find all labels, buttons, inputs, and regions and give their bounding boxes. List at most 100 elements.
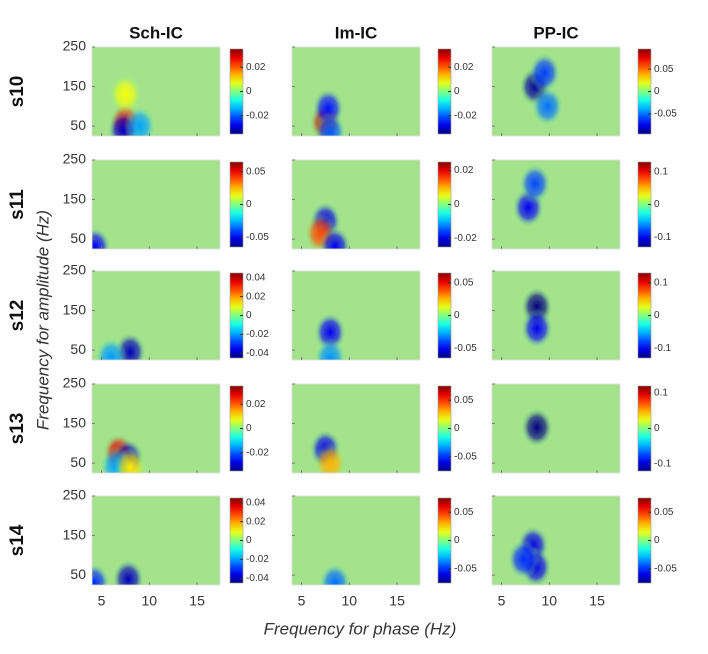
colorbar-tick-label: -0.05 (454, 563, 477, 574)
colorbar-tick-label: 0 (654, 535, 660, 546)
heatmap (520, 286, 553, 349)
x-tick-label: 10 (542, 593, 558, 609)
heatmap-blob (507, 539, 540, 580)
heatmap-blob (518, 163, 551, 204)
y-tick-label: 50 (70, 454, 86, 470)
colorbar-tick-label: 0.02 (454, 165, 474, 176)
heatmap-blob (531, 86, 564, 127)
x-tick-label: 5 (298, 593, 306, 609)
colorbar-tick-label: -0.1 (654, 343, 672, 354)
colorbar-tick-label: 0.02 (246, 399, 266, 410)
colorbar-tick-label: 0 (654, 423, 660, 434)
x-tick-label: 5 (498, 593, 506, 609)
colorbar-tick-label: 0.02 (246, 291, 266, 302)
row-label: s13 (7, 413, 28, 445)
colorbar-tick-label: 0.05 (246, 166, 266, 177)
colorbar-tick-label: 0 (454, 423, 460, 434)
plot-frame (491, 270, 621, 361)
heatmap (92, 559, 145, 585)
heatmap-blob (92, 227, 111, 249)
y-tick-label: 50 (70, 230, 86, 246)
heatmap-blob (528, 52, 561, 93)
plot-frame (291, 46, 421, 137)
colorbar-tick-label: 0.05 (454, 395, 474, 406)
colorbar-tick-label: -0.05 (654, 109, 677, 120)
heatmap-background (492, 160, 620, 249)
colorbar-tick-label: -0.05 (246, 232, 269, 243)
heatmap (99, 433, 147, 473)
plot-frame (91, 383, 221, 474)
colorbar-tick-label: -0.05 (654, 563, 677, 574)
x-tick-label: 15 (589, 593, 605, 609)
colorbar-tick-label: 0 (654, 310, 660, 321)
colorbar-tick-label: 0.1 (654, 166, 668, 177)
colorbar-tick-label: 0 (654, 199, 660, 210)
heatmap-background (292, 271, 420, 360)
heatmap (304, 201, 351, 249)
y-tick-label: 150 (63, 526, 87, 542)
colorbar-tick-label: -0.05 (454, 451, 477, 462)
y-tick-label: 50 (70, 341, 86, 357)
plot-frame (291, 270, 421, 361)
colorbar-tick-label: 0.1 (654, 277, 668, 288)
heatmap-blob (318, 226, 351, 249)
colorbar-tick-label: -0.02 (246, 554, 269, 565)
heatmap-blob (92, 563, 110, 585)
heatmap-background (492, 271, 620, 360)
colorbar-tick-label: 0.05 (654, 64, 674, 75)
x-tick-label: 10 (142, 593, 158, 609)
colorbar-tick-label: 0.05 (454, 507, 474, 518)
y-tick-label: 150 (63, 301, 87, 317)
colorbar-tick-label: 0 (246, 199, 252, 210)
colorbar-tick-label: -0.1 (654, 459, 672, 470)
plot-frame (91, 46, 221, 137)
y-tick-label: 250 (63, 38, 87, 54)
plot-frame (91, 270, 221, 361)
row-label: s11 (7, 189, 28, 220)
colorbar-tick-label: -0.02 (246, 110, 269, 121)
colorbar-tick-label: 0 (246, 310, 252, 321)
y-tick-label: 250 (63, 375, 87, 391)
colorbar-tick-label: 0.02 (454, 62, 474, 73)
y-tick-label: 250 (63, 487, 87, 503)
colorbar-tick-label: 0 (246, 423, 252, 434)
heatmap-blob (314, 112, 347, 136)
heatmap (520, 407, 553, 448)
plot-frame (291, 495, 421, 586)
plot-frame (291, 159, 421, 250)
colorbar-tick-label: 0 (246, 86, 252, 97)
colorbar-tick-label: -0.02 (246, 329, 269, 340)
heatmap (92, 227, 111, 249)
plot-frame (491, 159, 621, 250)
heatmap-background (492, 384, 620, 473)
heatmap-background (292, 384, 420, 473)
colorbar-tick-label: 0 (454, 310, 460, 321)
heatmap-blob (95, 337, 128, 360)
colorbar-tick-label: 0.04 (246, 272, 266, 283)
heatmap (518, 52, 564, 127)
heatmap (318, 563, 351, 585)
y-tick-label: 250 (63, 262, 87, 278)
y-tick-label: 150 (63, 414, 87, 430)
plot-frame (91, 159, 221, 250)
heatmap-background (292, 496, 420, 585)
colorbar-tick-label: 0.02 (246, 62, 266, 73)
heatmap-blob (114, 447, 147, 473)
plot-frame (491, 46, 621, 137)
heatmap (95, 332, 147, 360)
heatmap-blob (520, 407, 553, 448)
y-tick-label: 50 (70, 117, 86, 133)
column-title: PP-IC (533, 23, 578, 42)
heatmap (507, 525, 552, 585)
x-tick-label: 15 (189, 593, 205, 609)
colorbar-tick-label: -0.02 (246, 447, 269, 458)
heatmap (512, 163, 551, 228)
colorbar-tick-label: -0.02 (454, 233, 477, 244)
colorbar-tick-label: 0 (454, 535, 460, 546)
colorbar-tick-label: 0.05 (454, 277, 474, 288)
x-tick-label: 10 (342, 593, 358, 609)
row-label: s10 (7, 76, 28, 108)
heatmap-blob (318, 563, 351, 585)
colorbar-tick-label: -0.04 (246, 348, 269, 359)
